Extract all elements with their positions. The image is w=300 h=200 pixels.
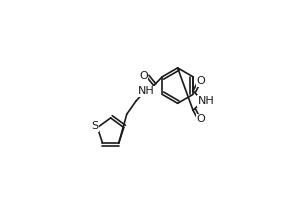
Text: S: S <box>92 121 99 131</box>
Text: O: O <box>197 114 206 124</box>
Text: O: O <box>197 76 206 86</box>
Text: O: O <box>139 71 148 81</box>
Text: NH: NH <box>198 96 215 106</box>
Text: NH: NH <box>138 86 155 96</box>
